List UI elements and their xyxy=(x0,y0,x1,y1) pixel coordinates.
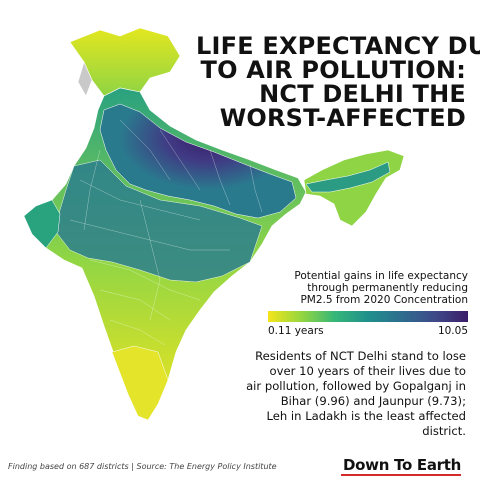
north-region xyxy=(69,27,181,97)
title-line-1: LIFE EXPECTANCY DUE xyxy=(196,32,480,60)
legend-color-bar xyxy=(268,311,468,322)
color-legend: Potential gains in life expectancy throu… xyxy=(268,270,468,337)
legend-title: Potential gains in life expectancy throu… xyxy=(268,270,468,306)
note-line-2: over 10 years of their lives due to xyxy=(269,364,466,378)
south-tip xyxy=(111,345,169,421)
title-line-2: TO AIR POLLUTION: xyxy=(200,56,466,84)
legend-title-line-3: PM2.5 from 2020 Concentration xyxy=(300,294,468,306)
brand-logo: Down To Earth xyxy=(343,456,461,474)
legend-title-line-2: through permanently reducing xyxy=(307,282,468,294)
note-line-5: Leh in Ladakh is the least affected dist… xyxy=(266,409,466,438)
gujarat-region xyxy=(23,199,61,249)
key-finding-note: Residents of NCT Delhi stand to lose ove… xyxy=(240,349,466,439)
pok-region xyxy=(77,61,93,97)
assam-region xyxy=(305,161,391,193)
note-line-3: air pollution, followed by Gopalganj in xyxy=(246,379,466,393)
legend-min-label: 0.11 years xyxy=(268,325,324,337)
title-line-3: NCT DELHI THE xyxy=(259,80,466,108)
gangetic-plain xyxy=(99,103,297,219)
note-line-1: Residents of NCT Delhi stand to lose xyxy=(255,349,466,363)
brand-underline xyxy=(341,474,461,476)
note-line-4: Bihar (9.96) and Jaunpur (9.73); xyxy=(280,394,466,408)
legend-max-label: 10.05 xyxy=(437,325,468,337)
district-lines xyxy=(69,119,263,346)
source-footer: Finding based on 687 districts | Source:… xyxy=(8,462,277,471)
title-line-4: WORST-AFFECTED xyxy=(219,104,466,132)
legend-title-line-1: Potential gains in life expectancy xyxy=(294,270,468,282)
legend-ticks: 0.11 years 10.05 xyxy=(268,325,468,337)
map-title: LIFE EXPECTANCY DUE TO AIR POLLUTION: NC… xyxy=(196,32,480,132)
